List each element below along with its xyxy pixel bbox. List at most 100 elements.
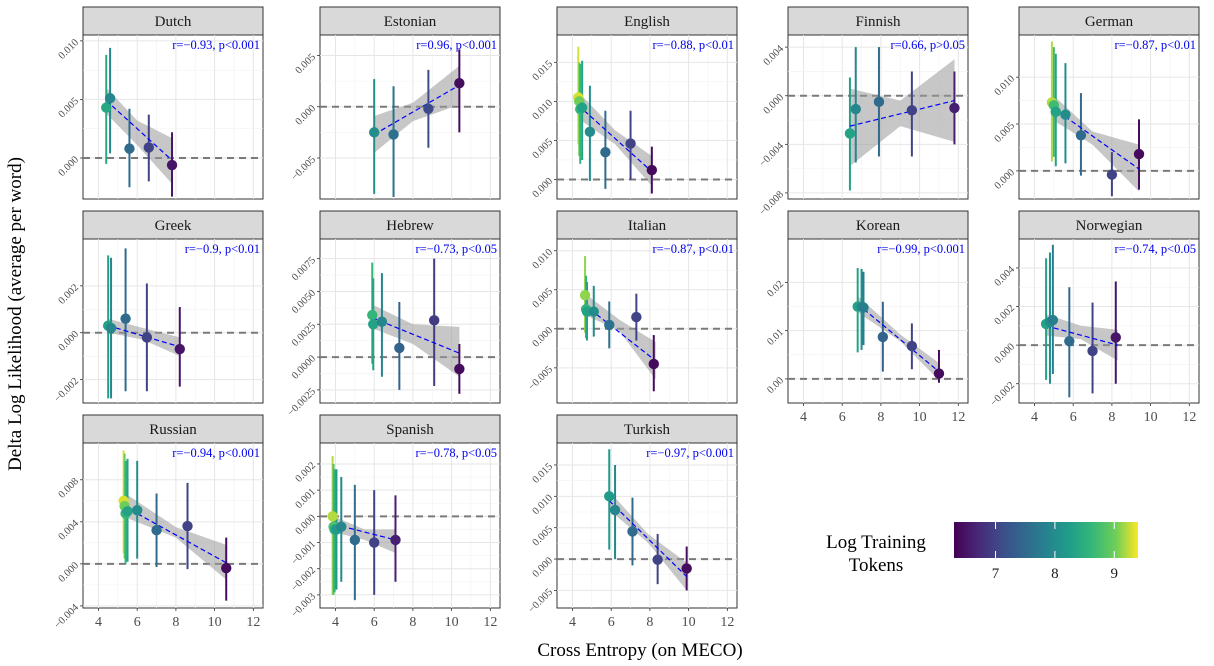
data-point [327,511,338,522]
data-point [1060,109,1071,120]
plot-content-english [557,35,737,199]
regression-line [583,304,657,362]
plot-content-estonian [320,35,500,199]
stat-annotation-german: r=−0.87, p<0.01 [1114,38,1196,52]
y-tick-label: 0.005 [294,52,318,76]
data-point [646,164,658,176]
legend-ticks: 7 8 9 [992,522,1118,582]
stat-annotation-korean: r=−0.99, p<0.001 [877,242,965,256]
strip-label-turkish: Turkish [624,422,671,438]
y-axis-title: Delta Log Likelihood (average per word) [5,157,26,471]
confidence-ribbon [584,292,656,380]
data-point [1106,169,1118,180]
data-point [120,313,131,324]
stat-annotation-dutch: r=−0.93, p<0.001 [172,38,260,52]
legend-tick-label: 8 [1051,566,1059,582]
confidence-ribbon [609,491,687,591]
plot-content-norwegian [1019,239,1199,403]
y-tick-label: 0.000 [531,325,555,349]
plot-area-hebrew [319,238,501,404]
legend-title-line-2: Tokens [849,555,904,576]
data-point [1064,336,1075,347]
y-tick-label: 0.0000 [290,353,318,381]
x-tick-label: 6 [134,615,141,630]
panel-spanish: Spanish r=−0.78, p<0.05 −0.003−0.002−0.001… [289,414,501,630]
data-point [1075,130,1087,141]
data-point [368,127,380,138]
strip-label-finnish: Finnish [855,14,901,30]
panel-turkish: Turkish r=−0.97, p<0.001 −0.005 0.000 0.005 0… [526,414,738,630]
data-point [394,342,405,354]
strip-korean [787,210,969,240]
strip-italian [556,210,738,240]
y-tick-label: 0.000 [993,167,1017,191]
x-tick-label: 8 [646,615,653,630]
y-tick-label: 0.015 [531,461,555,485]
y-tick-label: 0.005 [531,137,555,161]
x-tick-label: 6 [1070,410,1077,425]
data-point [105,322,117,334]
y-tick-label: 0.005 [57,96,81,120]
y-tick-label: 0.002 [993,303,1017,327]
x-tick-label: 12 [483,615,497,630]
x-tick-label: 8 [1108,410,1115,425]
y-tick-label: −0.002 [289,565,318,594]
strip-norwegian [1018,210,1200,240]
legend-tick-label: 7 [992,566,1000,582]
legend-colorbar [954,522,1138,558]
strip-label-norwegian: Norwegian [1076,218,1143,234]
confidence-ribbon [1046,314,1118,361]
x-tick-label: 4 [569,615,576,630]
y-tick-label: 0.004 [57,518,82,543]
x-tick-label: 12 [1182,410,1196,425]
strip-label-english: English [624,14,670,30]
data-point [625,138,636,149]
y-tick-label: 0.004 [993,264,1018,289]
data-point [376,316,388,327]
strip-russian [82,414,264,444]
data-point [648,358,659,370]
y-tick-label: −0.005 [289,154,318,183]
strip-estonian [319,6,501,36]
panel-english: English r=−0.88, p<0.01 0.000 0.005 0.010 0.0… [531,6,738,200]
y-tick-label: 0.010 [531,493,555,517]
x-tick-label: 6 [608,615,615,630]
data-point [600,146,611,158]
y-tick-label: 0.000 [294,103,318,127]
y-tick-label: 0.00 [765,375,786,396]
plot-content-turkish [557,443,737,608]
legend-title-line-1: Log Training [826,532,926,553]
plot-content-greek [83,239,263,403]
x-tick-label: 12 [720,615,734,630]
x-tick-label: 4 [1031,410,1038,425]
data-point [349,534,361,546]
y-tick-label: 0.000 [57,329,81,353]
panel-italian: Italian r=−0.87, p<0.01 −0.005 0.000 0.005 0.… [526,210,738,404]
y-tick-label: 0.002 [57,282,81,306]
data-point [104,93,116,104]
y-tick-label: 0.005 [993,120,1017,144]
x-tick-label: 10 [913,410,927,425]
strip-greek [82,210,264,240]
data-point [576,102,588,113]
data-point [221,562,232,574]
data-point [367,309,378,321]
stat-annotation-turkish: r=−0.97, p<0.001 [646,446,734,460]
color-legend: Log Training Tokens 7 8 9 [826,522,1138,582]
stat-annotation-english: r=−0.88, p<0.01 [652,38,734,52]
data-point [428,315,440,326]
data-point [1050,106,1061,118]
data-point [143,142,155,153]
data-point [609,504,621,516]
y-tick-label: 0.000 [531,176,555,200]
strip-turkish [556,414,738,444]
strip-label-german: German [1085,14,1134,30]
y-tick-label: 0.008 [57,476,81,500]
y-tick-label: 0.0075 [290,255,318,283]
data-point [336,521,347,533]
strip-dutch [82,6,264,36]
y-tick-label: −0.008 [757,189,786,218]
x-tick-label: 8 [409,615,416,630]
data-point [182,520,193,532]
